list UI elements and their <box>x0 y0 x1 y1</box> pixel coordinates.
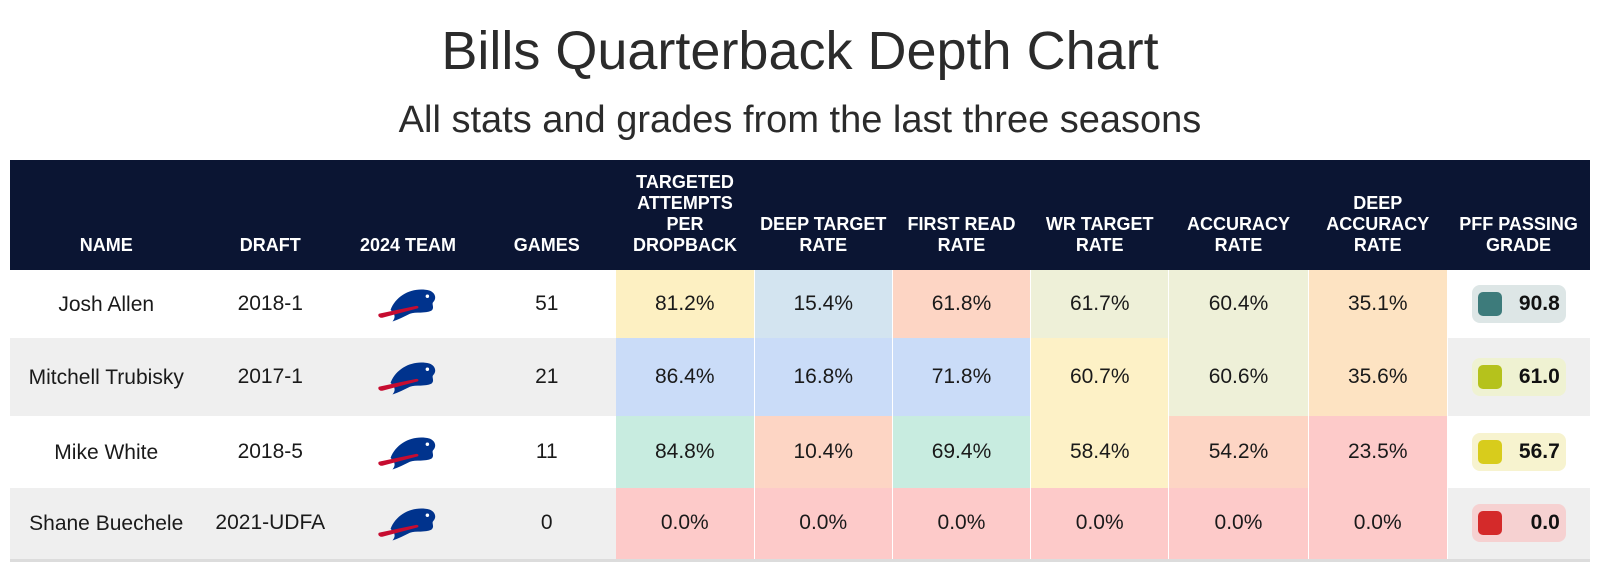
metric-value: 35.1% <box>1308 270 1448 338</box>
grade-badge: 0.0 <box>1471 504 1566 543</box>
bills-logo-icon <box>377 503 439 543</box>
table-row: Mike White 2018-5 11 84.8% 10.4% 69.4% 58.4% 54… <box>10 416 1590 488</box>
depth-chart-table: NAME DRAFT 2024 TEAM GAMES TARGETED ATTE… <box>10 160 1590 562</box>
metric-value: 0.0% <box>892 488 1032 560</box>
metric-value: 15.4% <box>754 270 893 338</box>
metric-value: 81.2% <box>615 270 755 338</box>
metric-value: 58.4% <box>1030 416 1170 488</box>
column-header: DEEP TARGET RATE <box>754 160 893 270</box>
table-row: Josh Allen 2018-1 51 81.2% 15.4% 61.8% 61.7% 60… <box>10 270 1590 338</box>
metric-value: 35.6% <box>1308 338 1448 416</box>
games-value: 21 <box>477 338 616 416</box>
metric-value: 84.8% <box>615 416 755 488</box>
column-header: ACCURACY RATE <box>1168 160 1309 270</box>
player-name: Shane Buechele <box>10 488 203 560</box>
grade-value: 0.0 <box>1530 511 1560 535</box>
grade-cell: 0.0 <box>1447 488 1590 560</box>
bills-logo-icon <box>377 432 439 472</box>
column-header: NAME <box>10 160 203 270</box>
header-row: NAME DRAFT 2024 TEAM GAMES TARGETED ATTE… <box>10 160 1590 270</box>
column-header: PFF PASSING GRADE <box>1447 160 1590 270</box>
metric-value: 0.0% <box>1030 488 1170 560</box>
draft-value: 2021-UDFA <box>202 488 339 560</box>
column-header: FIRST READ RATE <box>892 160 1031 270</box>
metric-value: 61.7% <box>1030 270 1170 338</box>
games-value: 11 <box>477 416 616 488</box>
grade-value: 90.8 <box>1518 292 1560 315</box>
table-body: Josh Allen 2018-1 51 81.2% 15.4% 61.8% 61.7% 60… <box>10 270 1590 560</box>
column-header: DRAFT <box>202 160 339 270</box>
metric-value: 69.4% <box>892 416 1032 488</box>
metric-value: 86.4% <box>615 338 755 416</box>
metric-value: 23.5% <box>1308 416 1448 488</box>
grade-cell: 90.8 <box>1447 270 1590 338</box>
chart-subtitle: All stats and grades from the last three… <box>398 99 1202 141</box>
metric-value: 61.8% <box>892 270 1032 338</box>
grade-color-swatch <box>1477 440 1502 464</box>
grade-cell: 61.0 <box>1447 338 1590 416</box>
games-value: 0 <box>477 488 616 560</box>
column-header: 2024 TEAM <box>338 160 478 270</box>
metric-value: 60.4% <box>1168 270 1309 338</box>
metric-value: 54.2% <box>1168 416 1309 488</box>
player-name: Mitchell Trubisky <box>10 338 203 416</box>
metric-value: 71.8% <box>892 338 1032 416</box>
metric-value: 60.6% <box>1168 338 1309 416</box>
grade-cell: 56.7 <box>1447 416 1590 488</box>
bills-logo-icon <box>377 357 439 397</box>
grade-color-swatch <box>1477 292 1502 316</box>
grade-badge: 61.0 <box>1471 358 1566 396</box>
grade-value: 56.7 <box>1518 440 1560 463</box>
team-cell <box>338 338 478 416</box>
games-value: 51 <box>477 270 616 338</box>
grade-color-swatch <box>1477 365 1502 389</box>
bills-logo-icon <box>377 284 439 324</box>
column-header: WR TARGET RATE <box>1030 160 1169 270</box>
metric-value: 0.0% <box>1308 488 1448 560</box>
draft-value: 2017-1 <box>202 338 339 416</box>
player-name: Mike White <box>10 416 203 488</box>
grade-value: 61.0 <box>1518 365 1560 388</box>
draft-value: 2018-5 <box>202 416 339 488</box>
player-name: Josh Allen <box>10 270 203 338</box>
metric-value: 10.4% <box>754 416 893 488</box>
grade-color-swatch <box>1477 511 1502 536</box>
metric-value: 60.7% <box>1030 338 1170 416</box>
grade-badge: 90.8 <box>1471 285 1566 323</box>
team-cell <box>338 488 478 560</box>
column-header: DEEP ACCURACY RATE <box>1308 160 1448 270</box>
metric-value: 16.8% <box>754 338 893 416</box>
team-cell <box>338 270 478 338</box>
draft-value: 2018-1 <box>202 270 339 338</box>
metric-value: 0.0% <box>1168 488 1309 560</box>
grade-badge: 56.7 <box>1471 433 1566 471</box>
metric-value: 0.0% <box>615 488 755 560</box>
column-header: TARGETED ATTEMPTS PER DROPBACK <box>615 160 755 270</box>
column-header: GAMES <box>477 160 616 270</box>
chart-title: Bills Quarterback Depth Chart <box>441 21 1159 81</box>
table-row: Shane Buechele 2021-UDFA 0 0.0% 0.0% 0.0% 0.0%… <box>10 488 1590 560</box>
team-cell <box>338 416 478 488</box>
metric-value: 0.0% <box>754 488 893 560</box>
table-row: Mitchell Trubisky 2017-1 21 86.4% 16.8% 71.8%… <box>10 338 1590 416</box>
